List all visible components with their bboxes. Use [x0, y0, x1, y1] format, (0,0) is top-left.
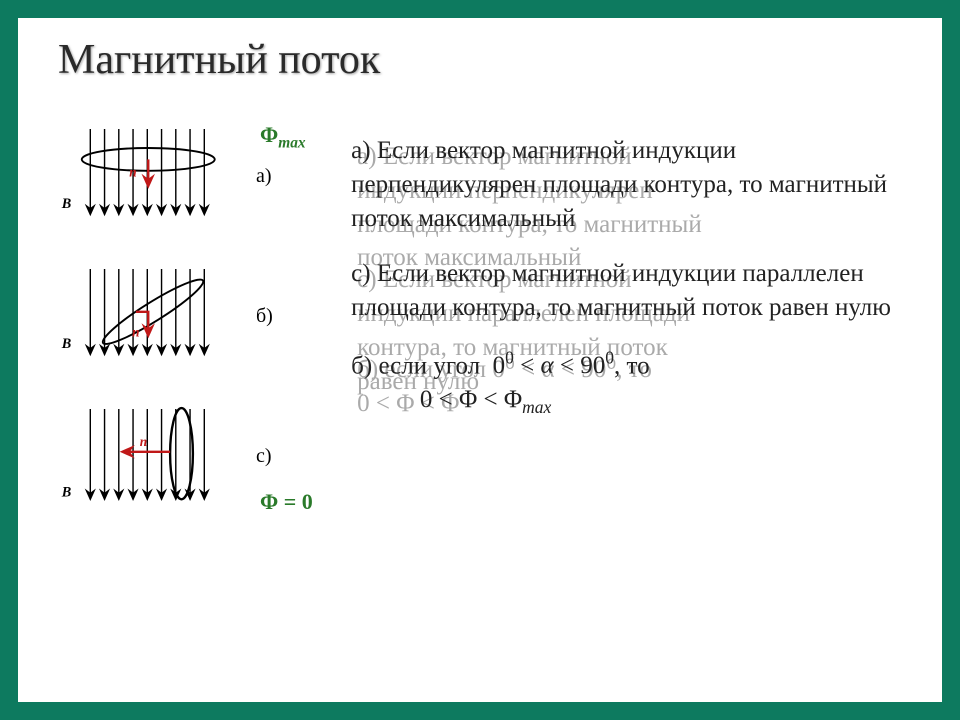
diagram-a-svg: n⃗ B⃗: [58, 124, 248, 229]
label-c: с): [256, 445, 272, 468]
main-a: a) Если вектор магнитной индукции перпен…: [351, 134, 917, 235]
diagram-case-a: n⃗ B⃗ Φmax a): [58, 124, 331, 229]
svg-text:n⃗: n⃗: [140, 434, 158, 449]
main-c: с) Если вектор магнитной индукции паралл…: [351, 257, 917, 325]
svg-text:n⃗: n⃗: [132, 324, 150, 339]
main-b: б) если угол 00 < α < 900, то 0 < Φ < Φm…: [351, 347, 917, 420]
diagrams-column: n⃗ B⃗ Φmax a): [58, 124, 331, 544]
svg-text:n⃗: n⃗: [129, 165, 147, 180]
b-prefix: б) если угол: [351, 352, 480, 379]
b-range: 0 < Φ < Φmax: [420, 386, 551, 413]
slide-frame: Магнитный поток: [0, 0, 960, 720]
diagram-case-c: n⃗ B⃗ Φ = 0 с): [58, 404, 331, 509]
label-a: a): [256, 165, 272, 188]
label-b: б): [256, 305, 273, 328]
text-block-a: a) Если вектор магнитной индукции перпен…: [351, 134, 917, 235]
explanation-column: a) Если вектор магнитной индукции перпен…: [351, 124, 917, 544]
text-block-b: б) если угол 0⁰ < α < 90⁰, то 0 < Φ < Φ …: [351, 347, 917, 420]
diagram-case-b: n⃗ B⃗ б): [58, 264, 331, 369]
diagram-b-svg: n⃗ B⃗: [58, 264, 248, 369]
content-area: n⃗ B⃗ Φmax a): [18, 84, 942, 544]
text-block-c: с) Если вектор магнитной индукции паралл…: [351, 257, 917, 325]
svg-text:B⃗: B⃗: [61, 484, 83, 500]
svg-text:B⃗: B⃗: [61, 196, 83, 212]
slide-title: Магнитный поток: [18, 18, 942, 84]
phi-zero-label: Φ = 0: [260, 489, 313, 515]
svg-text:B⃗: B⃗: [61, 336, 83, 352]
b-cond: 00 < α < 900: [493, 352, 614, 379]
diagram-c-svg: n⃗ B⃗: [58, 404, 248, 509]
phi-max-label: Φmax: [260, 122, 306, 152]
